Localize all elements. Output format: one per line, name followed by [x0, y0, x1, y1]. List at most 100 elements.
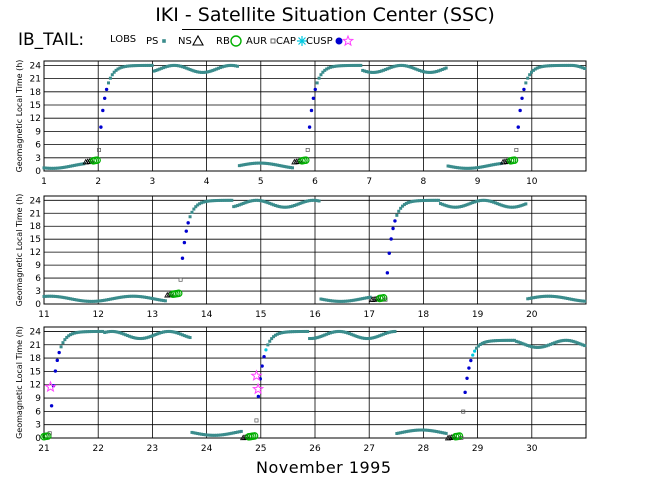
data-point-ps — [476, 165, 480, 169]
data-point-ps — [291, 204, 295, 208]
data-point-ps — [237, 203, 241, 207]
data-point-ps — [482, 165, 486, 169]
data-point-ps — [55, 295, 59, 299]
data-point-ps — [533, 295, 537, 299]
data-point-ps — [552, 294, 556, 298]
data-point-ps — [97, 329, 101, 333]
data-point-ps — [347, 299, 351, 303]
legend-item-rb: RB — [216, 34, 242, 48]
data-point-ps — [186, 335, 190, 339]
data-point-ps — [401, 204, 405, 208]
data-point-ps — [389, 330, 393, 334]
data-point-ps — [133, 64, 137, 68]
data-point-ps — [520, 203, 524, 207]
data-point-ps — [539, 345, 543, 349]
data-point-ps — [91, 330, 95, 334]
plot-frame — [43, 326, 587, 439]
data-point-ps — [530, 345, 534, 349]
data-point-ps — [182, 65, 186, 69]
data-point-ps — [581, 299, 585, 303]
data-point-ps — [507, 205, 511, 209]
data-point-ps — [414, 67, 418, 71]
data-point-ps — [110, 297, 114, 301]
data-point-ps — [114, 296, 118, 300]
data-point-rb — [510, 156, 519, 164]
data-point-ps — [99, 299, 103, 303]
data-point-ps — [374, 335, 378, 339]
data-point-ps — [156, 68, 160, 72]
data-point-ps — [254, 161, 258, 165]
data-point-ps — [67, 334, 71, 338]
data-point-ps — [108, 329, 112, 333]
data-point-cusp — [313, 87, 317, 92]
data-point-ps — [543, 64, 547, 68]
data-point-ps — [209, 433, 213, 437]
data-point-ps — [526, 76, 530, 80]
data-point-ps — [239, 163, 243, 167]
data-point-ps — [465, 166, 469, 170]
data-point-ps — [425, 428, 429, 432]
data-point-aur — [47, 431, 52, 436]
data-point-ps — [353, 334, 357, 338]
data-point-ps — [194, 205, 198, 209]
data-point-ps — [253, 198, 257, 202]
legend-label: NS — [178, 35, 192, 47]
data-point-ps — [110, 73, 114, 77]
data-point-cusp — [101, 108, 105, 113]
data-point-ps — [416, 199, 420, 203]
y-tick-label: 0 — [35, 434, 41, 444]
legend-item-magnetopause — [342, 34, 354, 48]
legend-marker-open-square-icon — [270, 38, 276, 44]
data-point-ps — [446, 164, 450, 168]
data-point-ps — [391, 65, 395, 69]
data-point-ps — [118, 295, 122, 299]
data-point-ps — [184, 334, 188, 338]
data-point-ps — [63, 296, 67, 300]
data-point-ps — [361, 68, 365, 72]
data-point-ps — [279, 205, 283, 209]
data-point-ps — [175, 331, 179, 335]
data-point-ps — [406, 201, 410, 205]
data-point-ps — [366, 296, 370, 300]
data-point-ps — [524, 343, 528, 347]
data-point-ps — [330, 299, 334, 303]
data-point-ps — [281, 164, 285, 168]
data-point-ps — [234, 204, 238, 208]
data-point-ps — [270, 202, 274, 206]
data-point-ps — [334, 64, 338, 68]
data-point-ps — [323, 333, 327, 337]
data-point-ps — [80, 330, 84, 334]
data-point-ps — [315, 81, 319, 85]
data-point-ps — [442, 203, 446, 207]
data-point-ps — [268, 162, 272, 166]
data-point-aur — [97, 148, 101, 152]
data-point-ps — [139, 337, 143, 341]
data-point-ps — [192, 431, 196, 435]
data-point-ps — [550, 64, 554, 68]
data-point-ps — [560, 295, 564, 299]
x-tick-label: 20 — [526, 310, 538, 320]
data-point-ps — [393, 329, 397, 333]
data-point-ps — [359, 63, 363, 67]
data-point-ps — [327, 66, 331, 70]
data-point-ps — [492, 339, 496, 343]
data-point-ps — [328, 299, 332, 303]
data-point-ps — [452, 165, 456, 169]
data-point-ps — [473, 166, 477, 170]
data-point-ps — [143, 336, 147, 340]
data-point-ps — [154, 297, 158, 301]
data-point-ps — [273, 163, 277, 167]
legend-marker-circle-icon — [230, 35, 242, 47]
data-point-ps — [564, 296, 568, 300]
data-point-ps — [281, 205, 285, 209]
data-point-ps — [328, 65, 332, 69]
data-point-ps — [387, 66, 391, 70]
data-point-ps — [270, 337, 274, 341]
data-point-cusp — [57, 350, 61, 355]
data-point-ps — [492, 200, 496, 204]
data-point-ps — [493, 201, 497, 205]
data-point-ps — [315, 336, 319, 340]
data-point-ps — [215, 67, 219, 71]
data-point-ps — [129, 64, 133, 68]
data-point-ps — [321, 297, 325, 301]
